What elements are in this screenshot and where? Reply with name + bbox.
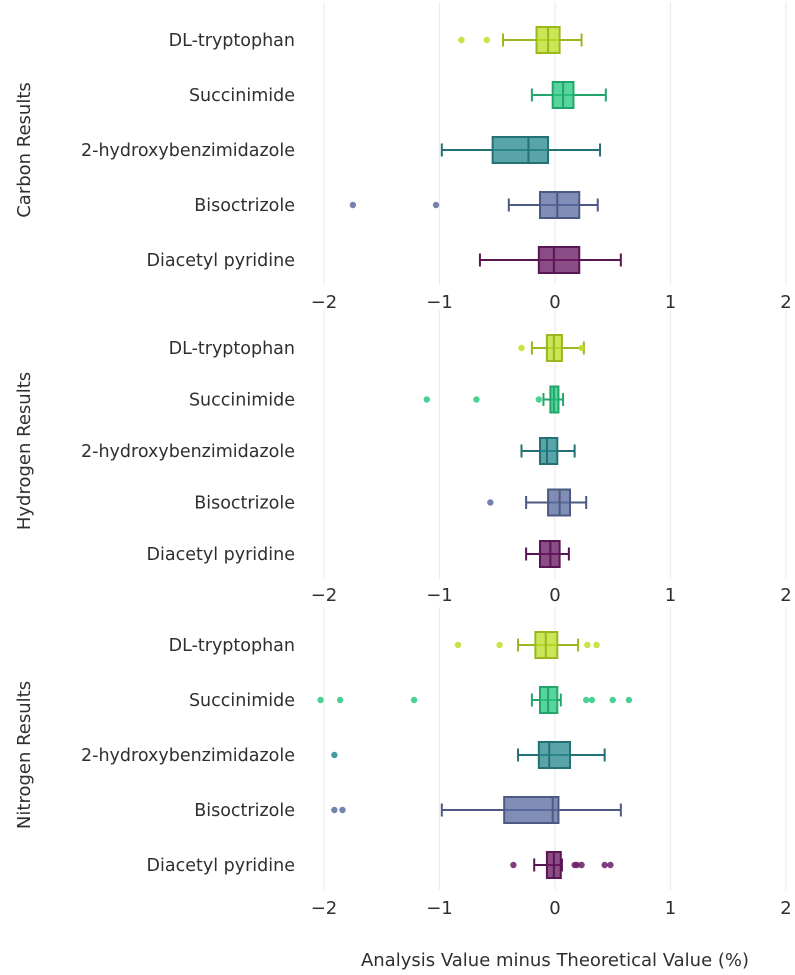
outlier-point — [601, 861, 608, 869]
box-dl-tryptophan — [454, 631, 600, 659]
x-tick-label: 0 — [549, 585, 560, 606]
outlier-point — [339, 806, 346, 814]
category-label: Bisoctrizole — [194, 801, 295, 821]
outlier-point — [625, 696, 633, 704]
outlier-point — [483, 36, 491, 44]
outlier-point — [317, 696, 324, 704]
category-label: Succinimide — [189, 391, 295, 411]
category-label: 2-hydroxybenzimidazole — [81, 746, 295, 766]
box-iqr — [538, 437, 559, 465]
outlier-point — [496, 641, 503, 649]
x-tick-label: 2 — [780, 898, 791, 919]
outlier-point — [454, 641, 462, 649]
category-label: Diacetyl pyridine — [147, 251, 295, 271]
x-tick-label: 1 — [665, 898, 676, 919]
category-label: Bisoctrizole — [194, 196, 295, 216]
outlier-point — [535, 396, 543, 403]
box-diacetyl-pyridine — [525, 540, 570, 568]
outlier-point — [584, 641, 591, 649]
box-iqr — [537, 246, 581, 274]
category-label: Succinimide — [189, 691, 295, 711]
outlier-point — [331, 751, 338, 759]
box-iqr — [491, 136, 550, 164]
category-label: DL-tryptophan — [169, 339, 295, 359]
box-succinimide — [423, 385, 565, 414]
outlier-point — [487, 499, 494, 506]
x-axis-title: Analysis Value minus Theoretical Value (… — [361, 950, 749, 971]
outlier-point — [582, 696, 590, 704]
outlier-point — [573, 861, 581, 869]
x-tick-label: −2 — [311, 898, 338, 919]
x-tick-label: −2 — [311, 585, 338, 606]
x-tick-label: 2 — [780, 585, 791, 606]
outlier-point — [578, 344, 585, 352]
outlier-point — [473, 396, 480, 403]
category-label: Succinimide — [189, 86, 295, 106]
category-label: Diacetyl pyridine — [147, 545, 295, 565]
category-label: 2-hydroxybenzimidazole — [81, 141, 295, 161]
x-tick-label: 1 — [665, 292, 676, 313]
box-bisoctrizole — [349, 191, 599, 219]
category-label: 2-hydroxybenzimidazole — [81, 442, 295, 462]
outlier-point — [423, 396, 430, 403]
panel-hydrogen-results: Hydrogen Results DL-tryptophan Succinimide… — [14, 310, 792, 606]
panel-title: Carbon Results — [14, 82, 35, 218]
x-tick-label: −1 — [426, 898, 453, 919]
box-2-hydroxybenzimidazole — [331, 741, 606, 769]
outlier-point — [458, 36, 465, 44]
box-iqr — [503, 796, 560, 824]
x-tick-label: −2 — [311, 292, 338, 313]
box-diacetyl-pyridine — [478, 246, 622, 274]
box-succinimide — [317, 686, 633, 714]
outlier-point — [578, 861, 585, 869]
panel-carbon-results: Carbon Results DL-tryptophan Succinimide 2-… — [14, 2, 792, 313]
box-succinimide — [530, 81, 607, 109]
box-bisoctrizole — [331, 796, 622, 824]
category-label: DL-tryptophan — [169, 31, 295, 51]
outlier-point — [331, 806, 338, 814]
box-2-hydroxybenzimidazole — [520, 437, 576, 465]
outlier-point — [410, 696, 418, 704]
box-diacetyl-pyridine — [510, 851, 614, 879]
panel-nitrogen-results: Nitrogen Results DL-tryptophan Succinimide… — [14, 607, 792, 919]
panel-title: Hydrogen Results — [14, 372, 35, 530]
box-dl-tryptophan — [518, 334, 585, 362]
outlier-point — [336, 696, 344, 704]
panel-title: Nitrogen Results — [14, 681, 35, 829]
box-iqr — [538, 191, 581, 219]
outlier-point — [593, 641, 600, 649]
x-tick-label: 0 — [549, 898, 560, 919]
x-tick-label: −1 — [426, 585, 453, 606]
x-tick-label: 1 — [665, 585, 676, 606]
category-label: Diacetyl pyridine — [147, 856, 295, 876]
box-dl-tryptophan — [458, 26, 583, 54]
category-label: Bisoctrizole — [194, 494, 295, 514]
x-tick-label: 2 — [780, 292, 791, 313]
box-iqr — [537, 741, 572, 769]
box-bisoctrizole — [487, 488, 588, 517]
x-tick-label: 0 — [549, 292, 560, 313]
outlier-point — [349, 201, 357, 209]
box-2-hydroxybenzimidazole — [440, 136, 602, 164]
outlier-point — [510, 861, 517, 869]
outlier-point — [609, 696, 616, 704]
outlier-point — [588, 696, 596, 704]
outlier-point — [518, 344, 525, 352]
outlier-point — [432, 201, 440, 209]
x-tick-label: −1 — [426, 292, 453, 313]
category-label: DL-tryptophan — [169, 636, 295, 656]
outlier-point — [607, 861, 614, 869]
